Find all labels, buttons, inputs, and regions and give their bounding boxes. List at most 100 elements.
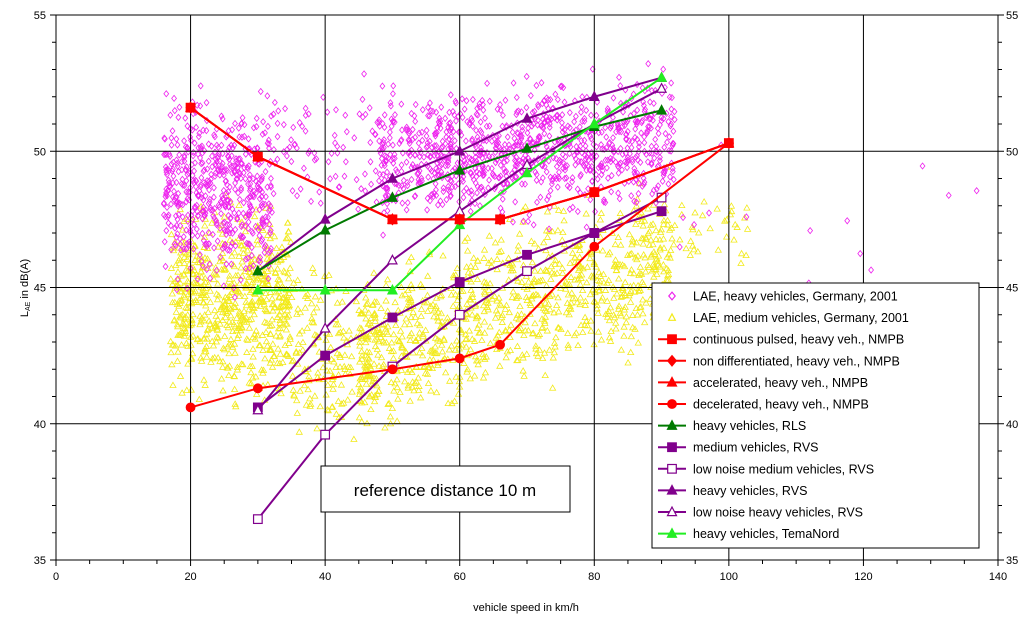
scatter-point-heavy [569, 174, 576, 182]
scatter-point-medium [276, 319, 284, 326]
scatter-point-heavy [388, 156, 395, 164]
scatter-point-medium [389, 354, 398, 361]
scatter-point-heavy [236, 195, 243, 204]
scatter-point-heavy [205, 199, 212, 208]
scatter-point-medium [610, 313, 619, 321]
scatter-point-medium [371, 310, 379, 317]
scatter-point-heavy [592, 207, 599, 216]
scatter-point-medium [356, 387, 364, 394]
scatter-point-heavy [216, 171, 223, 179]
scatter-point-medium [532, 290, 540, 297]
scatter-point-medium [383, 275, 392, 283]
scatter-point-medium [583, 321, 592, 329]
scatter-point-medium [224, 323, 232, 331]
scatter-point-medium [204, 280, 213, 288]
scatter-point-medium [550, 202, 558, 209]
scatter-point-heavy [396, 139, 403, 147]
scatter-point-medium [192, 279, 200, 286]
scatter-point-heavy [478, 183, 485, 191]
scatter-point-medium [173, 357, 182, 364]
scatter-point-medium [362, 338, 370, 346]
scatter-point-medium [283, 306, 292, 314]
scatter-point-medium [231, 349, 239, 356]
scatter-point-medium [593, 304, 601, 312]
scatter-point-medium [334, 397, 343, 404]
scatter-point-heavy [616, 195, 623, 203]
scatter-point-heavy [543, 101, 550, 109]
scatter-point-medium [419, 330, 427, 337]
scatter-point-medium [660, 244, 668, 251]
scatter-point-medium [377, 304, 385, 311]
scatter-point-medium [221, 307, 230, 314]
scatter-point-heavy [535, 133, 542, 141]
scatter-point-medium [199, 298, 207, 306]
legend-label: non differentiated, heavy veh., NMPB [693, 354, 900, 368]
scatter-point-heavy [555, 173, 562, 181]
scatter-point-heavy [480, 106, 487, 114]
scatter-point-heavy [229, 126, 236, 134]
data-point [252, 150, 264, 161]
scatter-point-heavy [523, 103, 530, 112]
scatter-point-medium [632, 220, 640, 227]
scatter-point-heavy [624, 127, 631, 136]
scatter-point-medium [303, 324, 311, 331]
scatter-point-medium [199, 284, 207, 292]
scatter-point-medium [416, 321, 424, 329]
scatter-point-medium [587, 327, 595, 334]
scatter-point-heavy [389, 141, 396, 149]
scatter-point-medium [352, 297, 361, 305]
scatter-point-heavy [206, 198, 213, 206]
scatter-point-medium [481, 355, 489, 362]
scatter-point-medium [233, 363, 242, 370]
scatter-point-medium [214, 315, 222, 323]
scatter-point-medium [418, 283, 427, 290]
scatter-point-medium [365, 367, 373, 375]
scatter-point-heavy [475, 137, 482, 145]
scatter-point-medium [241, 292, 249, 300]
scatter-point-medium [531, 277, 539, 284]
scatter-point-heavy [294, 192, 300, 200]
scatter-point-heavy [361, 70, 367, 78]
scatter-point-heavy [235, 209, 242, 217]
scatter-point-medium [347, 352, 356, 360]
scatter-point-medium [345, 327, 353, 334]
scatter-point-medium [623, 251, 632, 258]
scatter-point-heavy [451, 137, 458, 145]
scatter-point-medium [393, 336, 402, 343]
scatter-point-medium [298, 327, 306, 334]
scatter-point-heavy [231, 168, 238, 177]
scatter-point-heavy [265, 136, 272, 144]
scatter-point-heavy [445, 186, 452, 194]
scatter-point-medium [633, 311, 642, 318]
scatter-point-medium [531, 319, 539, 327]
data-point [387, 364, 398, 375]
scatter-point-medium [361, 306, 369, 313]
scatter-point-heavy [472, 164, 479, 173]
scatter-point-heavy [587, 196, 594, 204]
scatter-point-medium [202, 353, 211, 360]
scatter-point-heavy [260, 118, 267, 126]
scatter-point-medium [362, 314, 370, 322]
scatter-point-heavy [250, 174, 256, 183]
scatter-point-medium [230, 372, 238, 379]
scatter-point-medium [497, 313, 506, 321]
scatter-point-medium [481, 290, 489, 297]
scatter-point-heavy [169, 127, 176, 135]
scatter-point-heavy [183, 198, 190, 206]
scatter-point-heavy [358, 185, 365, 193]
scatter-point-heavy [446, 120, 452, 128]
scatter-point-heavy [194, 232, 201, 240]
scatter-point-heavy [640, 180, 647, 188]
scatter-point-heavy [608, 122, 615, 130]
scatter-point-heavy [316, 188, 323, 196]
scatter-point-heavy [218, 112, 225, 120]
scatter-point-heavy [545, 146, 551, 155]
scatter-point-medium [660, 267, 668, 275]
scatter-point-heavy [399, 199, 406, 207]
scatter-point-heavy [222, 227, 229, 235]
scatter-point-heavy [387, 99, 394, 107]
scatter-point-heavy [414, 170, 421, 178]
scatter-point-medium [393, 375, 401, 383]
scatter-point-medium [583, 278, 591, 286]
legend-label: low noise heavy vehicles, RVS [693, 506, 863, 520]
